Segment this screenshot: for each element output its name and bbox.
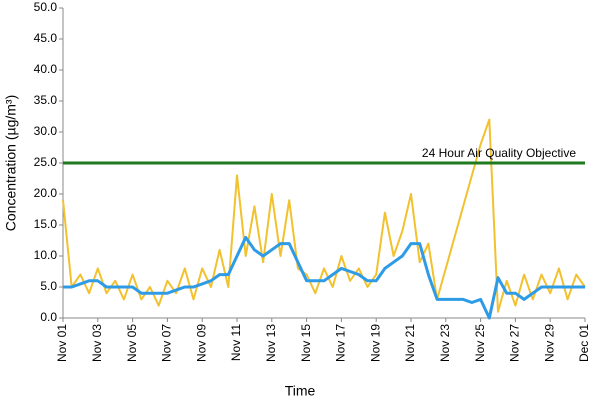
x-tick-label: Nov 09: [194, 324, 208, 362]
x-tick-label: Nov 11: [229, 324, 243, 361]
y-axis-label: Concentration (µg/m³): [3, 95, 19, 231]
x-tick-label: Nov 01: [55, 324, 69, 362]
y-tick-label: 40.0: [34, 62, 58, 76]
y-tick-label: 50.0: [34, 0, 58, 14]
y-tick-label: 45.0: [34, 31, 58, 45]
x-tick-label: Nov 15: [299, 324, 313, 362]
x-tick-label: Nov 19: [368, 324, 382, 362]
x-tick-label: Nov 13: [264, 324, 278, 362]
y-tick-label: 15.0: [34, 217, 58, 231]
y-tick-label: 0.0: [40, 310, 57, 324]
x-tick-label: Nov 17: [334, 324, 348, 362]
y-tick-label: 20.0: [34, 186, 58, 200]
x-tick-label: Dec 01: [577, 324, 591, 362]
series-line: [63, 235, 585, 320]
x-axis-label: Time: [285, 383, 316, 399]
x-tick-label: Nov 03: [90, 324, 104, 362]
y-tick-label: 30.0: [34, 124, 58, 138]
x-tick-label: Nov 29: [542, 324, 556, 362]
x-tick-label: Nov 07: [160, 324, 174, 362]
y-tick-label: 25.0: [34, 155, 58, 169]
y-tick-label: 35.0: [34, 93, 58, 107]
x-tick-label: Nov 23: [438, 324, 452, 362]
x-tick-label: Nov 27: [508, 324, 522, 362]
objective-label: 24 Hour Air Quality Objective: [422, 146, 576, 160]
x-tick-label: Nov 21: [403, 324, 417, 362]
y-tick-label: 10.0: [34, 248, 58, 262]
series-line: [62, 118, 586, 313]
y-tick-label: 5.0: [40, 279, 57, 293]
x-tick-label: Nov 25: [473, 324, 487, 362]
x-tick-label: Nov 05: [125, 324, 139, 362]
